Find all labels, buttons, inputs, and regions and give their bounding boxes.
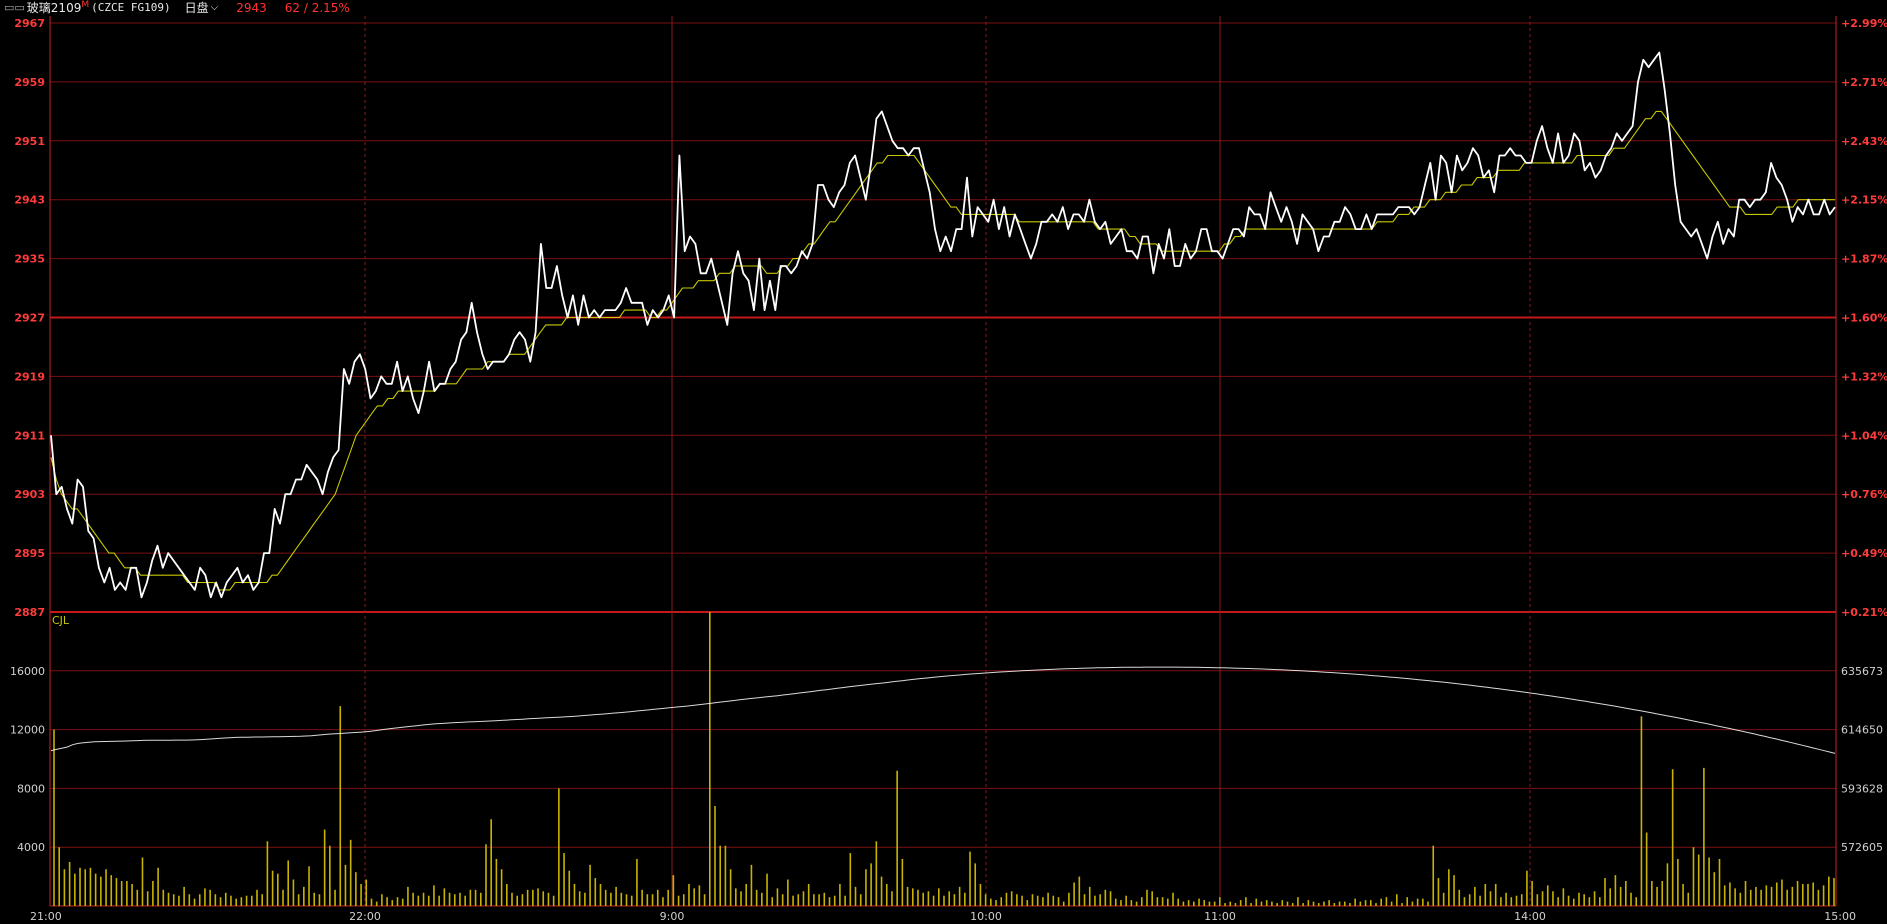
price-layer [50,51,1836,599]
session-selector[interactable]: 日盘 [184,1,209,15]
open-interest-tick-label: 572605 [1841,841,1883,854]
time-tick-label: 21:00 [30,910,62,923]
open-interest-line [50,666,1836,754]
price-tick-label: 2887 [14,606,45,619]
time-tick-label: 14:00 [1514,910,1546,923]
percent-tick-label: +1.32% [1841,370,1887,383]
time-tick-label: 10:00 [970,910,1002,923]
volume-bars [53,612,1835,906]
percent-tick-label: +1.60% [1841,312,1887,325]
percent-tick-label: +2.71% [1841,76,1887,89]
volume-tick-label: 16000 [10,665,45,678]
percent-tick-label: +2.15% [1841,194,1887,207]
price-tick-label: 2919 [14,370,45,383]
price-line [50,51,1836,599]
average-price-line [50,110,1835,591]
price-tick-label: 2935 [14,253,45,266]
price-tick-label: 2951 [14,135,45,148]
percent-tick-label: +0.49% [1841,547,1887,560]
chevron-down-icon[interactable]: ⌵ [210,2,219,13]
price-tick-label: 2903 [14,488,45,501]
contract-name[interactable]: 玻璃2109 [26,1,82,15]
time-tick-label: 22:00 [349,910,381,923]
axis-labels: 2967 +2.99% 2959 +2.71% 2951 +2.43% 2943 +2.15%… [10,17,1887,923]
open-interest-layer [50,666,1836,754]
last-price: 2943 [236,1,267,15]
price-tick-label: 2943 [14,194,45,207]
contract-icon[interactable]: ▭▭ [4,1,25,14]
price-change: 62 / 2.15% [284,1,350,15]
price-tick-label: 2959 [14,76,45,89]
percent-tick-label: +0.21% [1841,606,1887,619]
contract-code: (CZCE FG109) [91,1,171,14]
price-tick-label: 2927 [14,312,45,325]
volume-tick-label: 8000 [17,782,45,795]
volume-tick-label: 12000 [10,724,45,737]
percent-tick-label: +1.04% [1841,429,1887,442]
volume-tick-label: 4000 [17,841,45,854]
open-interest-tick-label: 593628 [1841,782,1883,795]
percent-tick-label: +0.76% [1841,488,1887,501]
time-tick-label: 9:00 [660,910,685,923]
main-contract-badge: M [81,0,90,10]
percent-tick-label: +2.99% [1841,17,1887,30]
price-tick-label: 2967 [14,17,45,30]
percent-tick-label: +1.87% [1841,253,1887,266]
open-interest-tick-label: 635673 [1841,665,1883,678]
grid [49,16,1837,907]
price-tick-label: 2895 [14,547,45,560]
percent-tick-label: +2.43% [1841,135,1887,148]
time-tick-label: 15:00 [1824,910,1856,923]
time-tick-label: 11:00 [1204,910,1236,923]
volume-panel-label: CJL [52,614,70,627]
open-interest-tick-label: 614650 [1841,724,1883,737]
chart-header: ▭▭ 玻璃2109M (CZCE FG109) 日盘 ⌵ 2943 62 / 2.15% [0,0,1887,16]
price-tick-label: 2911 [14,429,45,442]
